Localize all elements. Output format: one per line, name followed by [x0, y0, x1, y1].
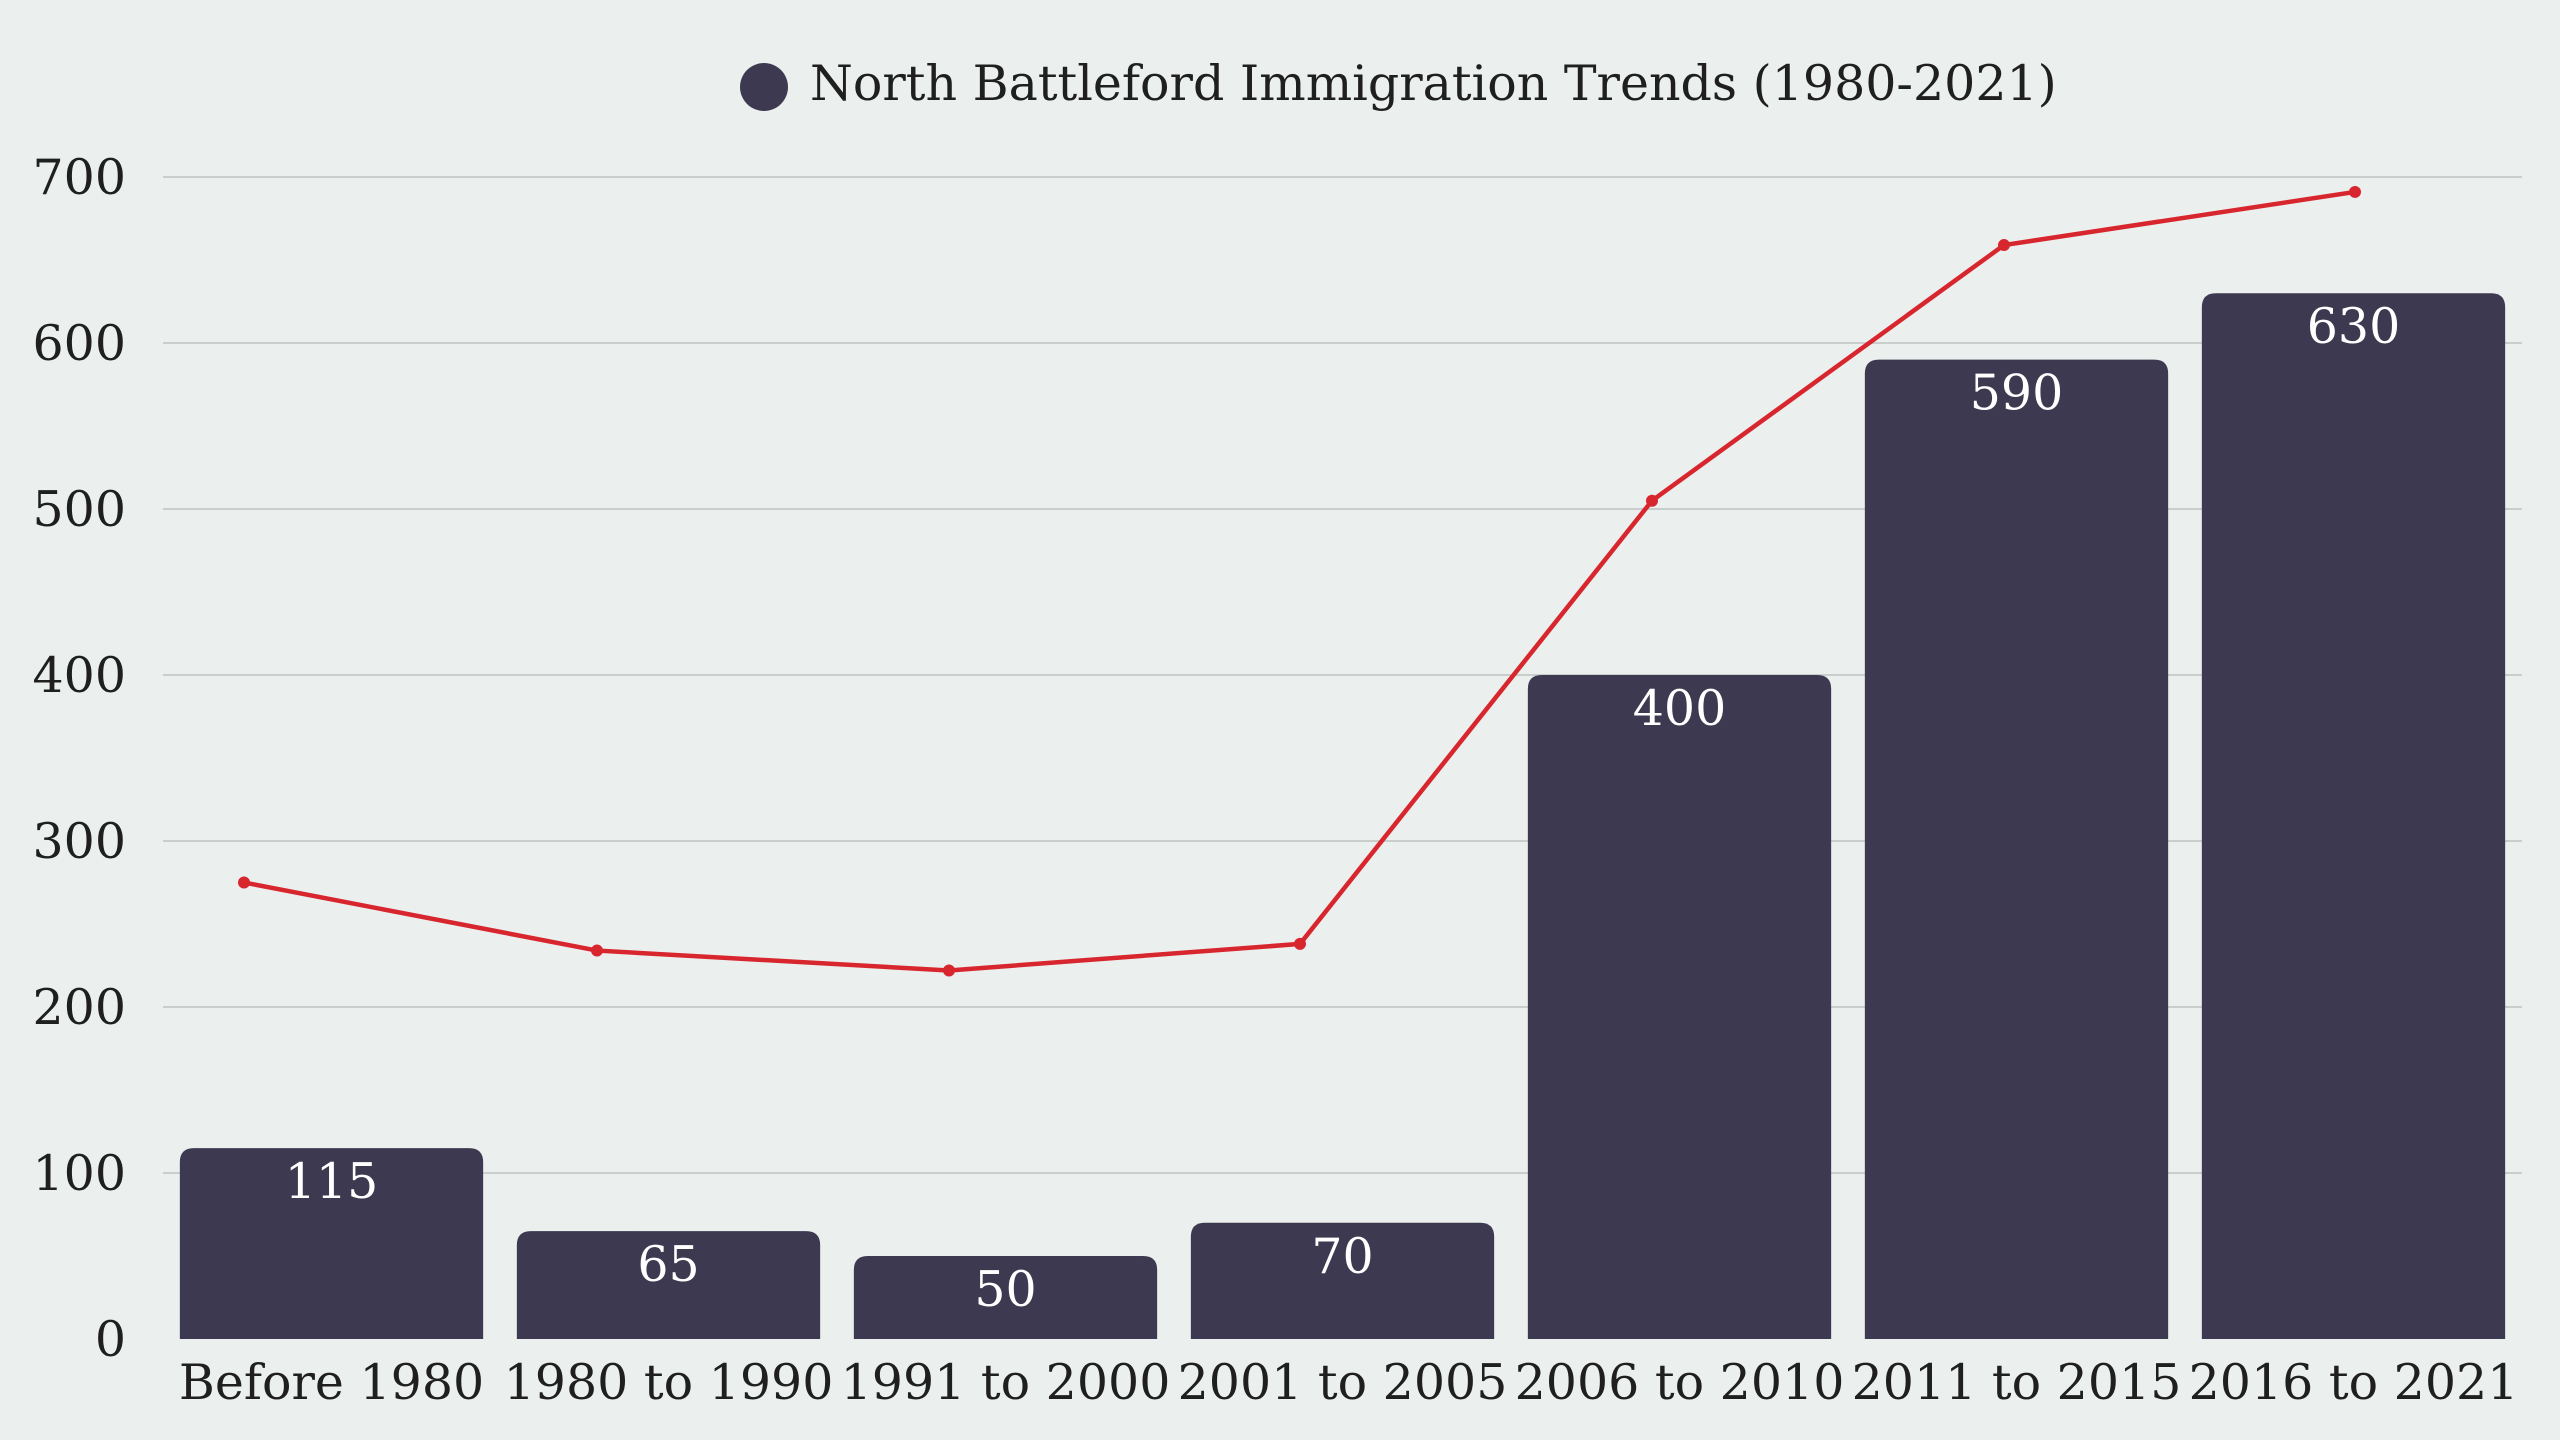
y-tick-label: 700 [32, 149, 126, 206]
bar-value-label: 590 [1970, 365, 2064, 422]
bar-value-label: 50 [974, 1261, 1036, 1318]
legend-marker [740, 63, 788, 111]
x-tick-label: 2001 to 2005 [1178, 1354, 1508, 1411]
y-tick-label: 100 [32, 1145, 126, 1202]
bar-labels: 115 65 50 70 400 590 630 [285, 298, 2401, 1318]
bar [516, 1231, 821, 1339]
trend-line-point [1294, 937, 1306, 950]
trend-line-point [238, 876, 250, 889]
bar-value-label: 70 [1311, 1228, 1373, 1285]
legend: North Battleford Immigration Trends (198… [740, 55, 2057, 112]
x-tick-label: 1980 to 1990 [504, 1354, 834, 1411]
legend-label: North Battleford Immigration Trends (198… [810, 55, 2057, 112]
bar [1190, 1222, 1495, 1339]
bar [1527, 675, 1832, 1339]
trend-line-point [1998, 239, 2010, 252]
bar-value-label: 630 [2307, 298, 2401, 355]
bar-value-label: 400 [1633, 680, 1727, 737]
y-tick-label: 0 [95, 1311, 126, 1368]
y-tick-label: 500 [32, 481, 126, 538]
bars [179, 293, 2506, 1340]
y-tick-label: 200 [32, 979, 126, 1036]
bar [179, 1148, 484, 1339]
trend-line-point [2349, 185, 2361, 198]
y-tick-label: 600 [32, 315, 126, 372]
x-tick-label: 2016 to 2021 [2189, 1354, 2519, 1411]
y-tick-label: 300 [32, 813, 126, 870]
x-tick-label: Before 1980 [179, 1354, 484, 1411]
bar [853, 1256, 1158, 1339]
y-axis: 0 100 200 300 400 500 600 700 [32, 149, 126, 1368]
x-tick-label: 2006 to 2010 [1515, 1354, 1845, 1411]
trend-line-point [943, 964, 955, 977]
bar [1864, 359, 2169, 1340]
bar-value-label: 115 [285, 1153, 379, 1210]
x-tick-label: 2011 to 2015 [1852, 1354, 2182, 1411]
bar-value-label: 65 [637, 1236, 699, 1293]
gridlines [163, 176, 2522, 1174]
x-axis: Before 1980 1980 to 1990 1991 to 2000 2001 … [179, 1354, 2519, 1411]
y-tick-label: 400 [32, 647, 126, 704]
trend-line [238, 185, 2361, 977]
x-tick-label: 1991 to 2000 [841, 1354, 1171, 1411]
trend-line-point [1646, 494, 1658, 507]
trend-line-point [591, 944, 603, 957]
bar [2201, 293, 2506, 1340]
